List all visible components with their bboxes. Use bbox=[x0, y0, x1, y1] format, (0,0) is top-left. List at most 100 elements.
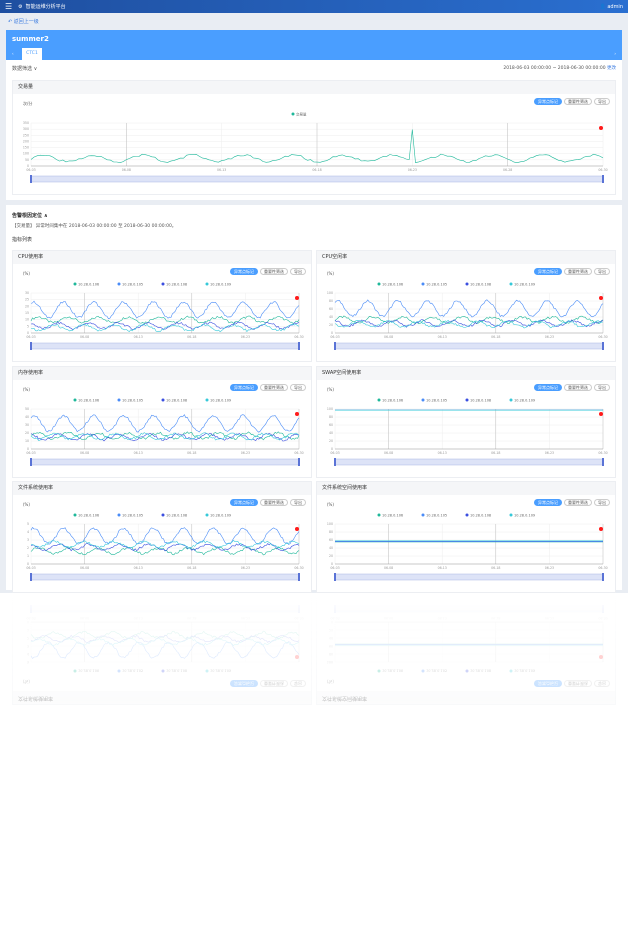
tab-next-icon[interactable]: › bbox=[614, 51, 616, 56]
legend-marker bbox=[377, 282, 381, 286]
data-zoom-slider bbox=[30, 573, 300, 581]
export-button[interactable]: 导出 bbox=[290, 499, 306, 506]
x-tick-label: 06-30 bbox=[294, 451, 303, 455]
data-filter-toggle[interactable]: 数据筛选 ∨ bbox=[12, 66, 38, 72]
y-tick-label: 60 bbox=[329, 538, 333, 542]
change-range-link[interactable]: 更改 bbox=[607, 66, 616, 71]
legend-label: 10.28.0.109 bbox=[514, 283, 535, 287]
importance-filter-button[interactable]: 重要性筛选 bbox=[564, 98, 592, 105]
user-name: admin bbox=[607, 3, 623, 10]
series-line bbox=[30, 300, 300, 319]
y-tick-label: 2 bbox=[27, 546, 29, 550]
export-button[interactable]: 导出 bbox=[290, 268, 306, 275]
legend-label: 10.28.0.105 bbox=[426, 283, 447, 287]
anomaly-point bbox=[295, 655, 299, 659]
legend-item: 10.28.0.109 bbox=[509, 669, 535, 673]
legend-label: 10.28.0.109 bbox=[210, 669, 231, 673]
legend-marker bbox=[509, 513, 513, 517]
x-tick-label: 06-08 bbox=[80, 616, 89, 620]
analysis-section: 告警根因定位 ∧ 【交易量】 异常时间集中在 2018-06-03 00:00:… bbox=[6, 205, 622, 593]
legend-marker bbox=[161, 282, 165, 286]
y-tick-label: 5 bbox=[27, 324, 29, 328]
y-tick-label: 60 bbox=[329, 644, 333, 648]
x-tick-label: 06-13 bbox=[438, 335, 447, 339]
legend-label: 10.28.0.105 bbox=[122, 514, 143, 518]
export-button[interactable]: 导出 bbox=[594, 499, 610, 506]
y-tick-label: 15 bbox=[25, 311, 29, 315]
reflection: 文件系统使用率 (%) 异常点标记 重要性筛选 导出 10.28.0.106 10.28.0… bbox=[6, 593, 622, 705]
y-tick-label: 50 bbox=[25, 158, 29, 162]
legend-item: 10.28.0.108 bbox=[465, 282, 491, 287]
chart-toolbar: 异常点标记 重要性筛选 导出 bbox=[534, 268, 610, 275]
y-tick-label: 30 bbox=[25, 291, 29, 295]
analysis-title[interactable]: 告警根因定位 ∧ bbox=[12, 213, 48, 219]
importance-filter-button[interactable]: 重要性筛选 bbox=[260, 499, 288, 506]
anomaly-mark-button[interactable]: 异常点标记 bbox=[534, 268, 562, 275]
slider-handle-right bbox=[602, 342, 604, 350]
chart-toolbar: 异常点标记 重要性筛选 导出 bbox=[534, 98, 610, 105]
y-tick-label: 20 bbox=[25, 304, 29, 308]
importance-filter-button[interactable]: 重要性筛选 bbox=[564, 384, 592, 391]
tab-prev-icon[interactable]: ‹ bbox=[12, 51, 14, 56]
legend-label: 10.28.0.109 bbox=[514, 514, 535, 518]
slider-handle-left bbox=[30, 175, 32, 183]
y-tick-label: 0 bbox=[331, 562, 333, 566]
anomaly-mark-button[interactable]: 异常点标记 bbox=[230, 499, 258, 506]
y-tick-label: 10 bbox=[25, 439, 29, 443]
importance-filter-button[interactable]: 重要性筛选 bbox=[564, 499, 592, 506]
slider-handle-right bbox=[298, 605, 300, 613]
legend-item: 10.28.0.105 bbox=[117, 398, 143, 403]
x-tick-label: 06-23 bbox=[545, 335, 554, 339]
export-button[interactable]: 导出 bbox=[594, 98, 610, 105]
export-button[interactable]: 导出 bbox=[594, 268, 610, 275]
unit-label: (%) bbox=[23, 502, 30, 507]
y-tick-label: 0 bbox=[331, 447, 333, 451]
anomaly-mark-button[interactable]: 异常点标记 bbox=[230, 268, 258, 275]
chart-toolbar: 异常点标记 重要性筛选 导出 bbox=[534, 499, 610, 506]
series-line bbox=[31, 637, 300, 647]
anomaly-mark-button[interactable]: 异常点标记 bbox=[534, 98, 562, 105]
series-line bbox=[31, 539, 300, 549]
series-line bbox=[334, 315, 604, 325]
importance-filter-button[interactable]: 重要性筛选 bbox=[260, 384, 288, 391]
y-tick-label: 30 bbox=[25, 423, 29, 427]
card-title: CPU空闲率 bbox=[317, 251, 615, 264]
x-tick-label: 06-08 bbox=[384, 451, 393, 455]
legend-item: 10.28.0.108 bbox=[161, 398, 187, 403]
menu-icon[interactable]: ☰ bbox=[5, 2, 13, 11]
legend-label: 交易量 bbox=[296, 112, 307, 117]
slider-handle-right bbox=[298, 342, 300, 350]
top-bar: ☰ ⚙ 智能运维分析平台 👤 admin bbox=[0, 0, 628, 13]
series-line bbox=[30, 641, 300, 659]
chart-toolbar: 异常点标记 重要性筛选 导出 bbox=[230, 268, 306, 275]
legend-marker bbox=[205, 282, 209, 286]
back-link[interactable]: ↶ 返回上一级 bbox=[8, 19, 39, 25]
y-tick-label: 5 bbox=[27, 660, 29, 664]
anomaly-mark-button[interactable]: 异常点标记 bbox=[534, 499, 562, 506]
anomaly-mark-button[interactable]: 异常点标记 bbox=[534, 384, 562, 391]
panel-title: summer2 bbox=[12, 35, 49, 43]
importance-filter-button[interactable]: 重要性筛选 bbox=[564, 268, 592, 275]
anomaly-mark-button[interactable]: 异常点标记 bbox=[230, 384, 258, 391]
legend-label: 10.28.0.106 bbox=[78, 514, 99, 518]
export-button[interactable]: 导出 bbox=[594, 384, 610, 391]
export-button[interactable]: 导出 bbox=[290, 384, 306, 391]
legend-marker bbox=[377, 513, 381, 517]
legend-marker bbox=[509, 669, 513, 673]
x-tick-label: 06-23 bbox=[408, 168, 417, 172]
x-tick-label: 06-23 bbox=[241, 335, 250, 339]
y-tick-label: 0 bbox=[27, 620, 29, 624]
user-menu[interactable]: 👤 admin bbox=[599, 3, 624, 10]
anomaly-point bbox=[295, 412, 299, 416]
card-title: 内存使用率 bbox=[13, 367, 311, 380]
y-tick-label: 20 bbox=[329, 323, 333, 327]
y-tick-label: 100 bbox=[327, 660, 333, 664]
x-tick-label: 06-13 bbox=[217, 168, 226, 172]
tab-ctc1[interactable]: CTC1 bbox=[22, 48, 42, 60]
importance-filter-button[interactable]: 重要性筛选 bbox=[260, 268, 288, 275]
anomaly-point bbox=[599, 527, 603, 531]
x-tick-label: 06-13 bbox=[438, 451, 447, 455]
legend-item: 10.28.0.108 bbox=[161, 513, 187, 518]
legend-marker bbox=[421, 669, 425, 673]
slider-handle-left bbox=[334, 458, 336, 466]
